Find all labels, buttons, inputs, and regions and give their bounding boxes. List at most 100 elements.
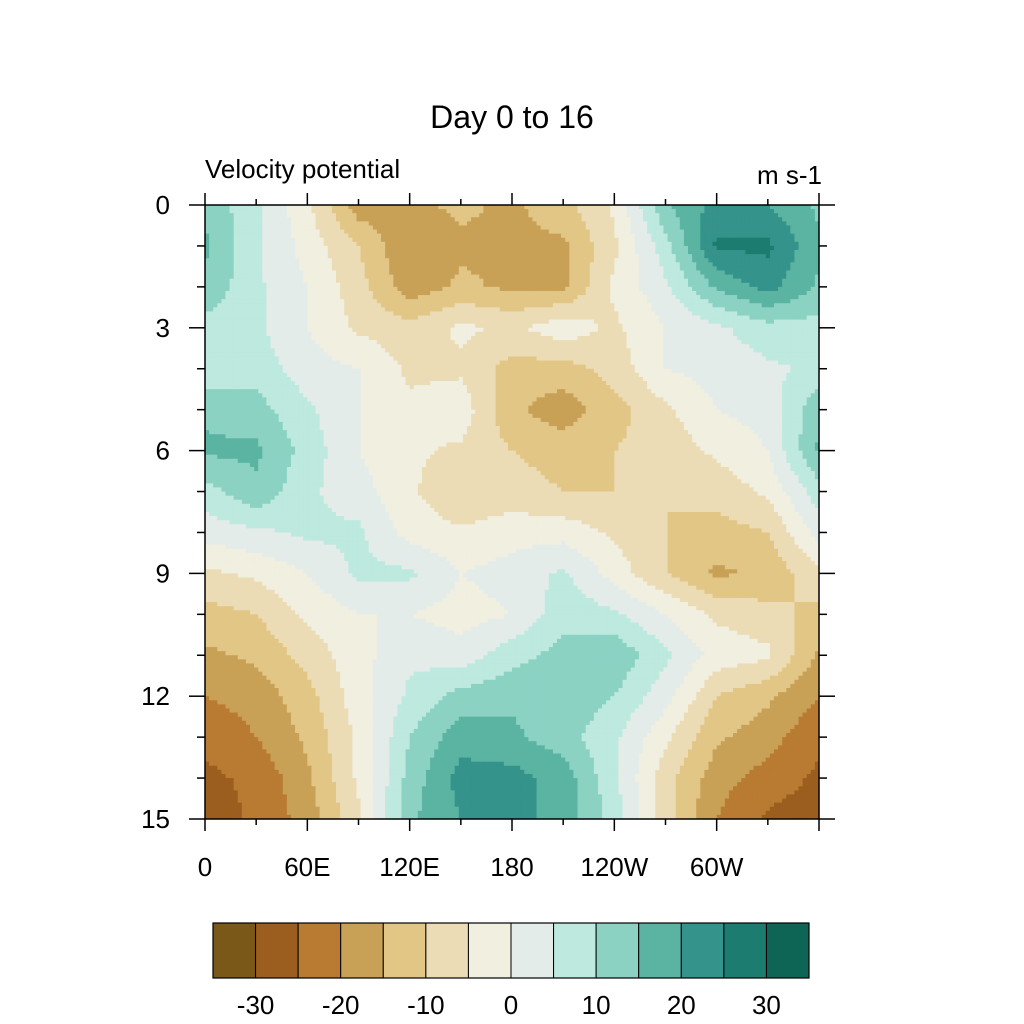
contour-cell (639, 266, 644, 271)
contour-cell (602, 209, 607, 214)
contour-cell (230, 324, 235, 329)
contour-cell (291, 307, 296, 312)
contour-cell (598, 275, 603, 280)
contour-cell (680, 258, 685, 263)
contour-cell (397, 213, 402, 218)
contour-cell (811, 221, 816, 226)
contour-cell (496, 262, 501, 267)
contour-cell (565, 262, 570, 267)
contour-cell (418, 234, 423, 239)
contour-cell (311, 266, 316, 271)
contour-cell (369, 254, 374, 259)
contour-cell (225, 291, 230, 296)
contour-cell (303, 283, 308, 288)
contour-cell (213, 303, 218, 308)
contour-cell (336, 328, 341, 333)
contour-cell (287, 299, 292, 304)
contour-cell (799, 238, 804, 243)
contour-cell (786, 324, 791, 329)
contour-cell (418, 225, 423, 230)
contour-cell (553, 242, 558, 247)
contour-cell (708, 275, 713, 280)
contour-cell (328, 328, 333, 333)
contour-cell (512, 328, 517, 333)
contour-cell (377, 246, 382, 251)
contour-cell (234, 340, 239, 345)
contour-cell (430, 336, 435, 341)
contour-cell (307, 262, 312, 267)
contour-cell (590, 324, 595, 329)
contour-cell (807, 225, 812, 230)
contour-cell (520, 270, 525, 275)
contour-cell (258, 316, 263, 321)
contour-cell (774, 254, 779, 259)
contour-cell (295, 283, 300, 288)
contour-cell (295, 340, 300, 345)
contour-cell (688, 303, 693, 308)
contour-cell (672, 291, 677, 296)
contour-cell (238, 254, 243, 259)
contour-cell (741, 295, 746, 300)
contour-cell (352, 328, 357, 333)
contour-cell (438, 266, 443, 271)
contour-cell (672, 221, 677, 226)
contour-cell (602, 217, 607, 222)
contour-cell (749, 291, 754, 296)
contour-cell (500, 295, 505, 300)
contour-cell (557, 242, 562, 247)
contour-cell (704, 242, 709, 247)
contour-cell (209, 340, 214, 345)
contour-cell (745, 209, 750, 214)
contour-cell (295, 250, 300, 255)
contour-cell (794, 209, 799, 214)
contour-cell (721, 320, 726, 325)
contour-cell (721, 234, 726, 239)
contour-cell (782, 238, 787, 243)
contour-cell (647, 291, 652, 296)
contour-cell (545, 217, 550, 222)
contour-cell (242, 311, 247, 316)
contour-cell (307, 320, 312, 325)
contour-cell (414, 254, 419, 259)
contour-cell (794, 217, 799, 222)
contour-cell (430, 307, 435, 312)
contour-cell (737, 238, 742, 243)
contour-cell (246, 303, 251, 308)
contour-cell (504, 230, 509, 235)
contour-cell (782, 299, 787, 304)
contour-cell (414, 266, 419, 271)
contour-cell (344, 270, 349, 275)
contour-cell (688, 258, 693, 263)
contour-cell (307, 287, 312, 292)
contour-cell (729, 275, 734, 280)
contour-cell (643, 316, 648, 321)
contour-cell (385, 250, 390, 255)
contour-cell (442, 242, 447, 247)
contour-cell (590, 328, 595, 333)
contour-cell (496, 242, 501, 247)
contour-cell (442, 279, 447, 284)
contour-cell (610, 242, 615, 247)
contour-cell (778, 328, 783, 333)
contour-cell (573, 279, 578, 284)
contour-cell (749, 320, 754, 325)
contour-cell (737, 213, 742, 218)
contour-cell (758, 246, 763, 251)
left-string: Velocity potential (205, 154, 400, 184)
contour-cell (487, 238, 492, 243)
contour-cell (438, 283, 443, 288)
contour-cell (782, 266, 787, 271)
contour-cell (234, 225, 239, 230)
contour-cell (463, 283, 468, 288)
contour-cell (422, 246, 427, 251)
contour-cell (737, 221, 742, 226)
contour-cell (516, 262, 521, 267)
contour-cell (725, 320, 730, 325)
contour-cell (692, 303, 697, 308)
contour-cell (332, 311, 337, 316)
contour-cell (725, 250, 730, 255)
contour-cell (275, 250, 280, 255)
contour-cell (328, 234, 333, 239)
contour-cell (475, 238, 480, 243)
contour-cell (340, 221, 345, 226)
